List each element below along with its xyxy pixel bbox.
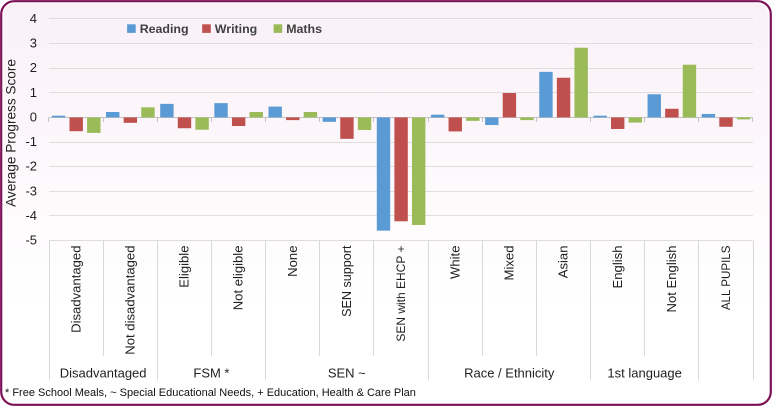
svg-text:-5: -5 [25, 233, 37, 248]
svg-text:Disadvantaged: Disadvantaged [60, 366, 147, 381]
svg-text:Eligible: Eligible [177, 246, 192, 288]
svg-text:Writing: Writing [215, 22, 257, 36]
svg-text:Not English: Not English [664, 246, 679, 313]
svg-text:None: None [285, 246, 300, 277]
svg-text:Disadvantaged: Disadvantaged [68, 246, 83, 333]
svg-text:2: 2 [30, 60, 37, 75]
svg-text:White: White [447, 246, 462, 279]
svg-text:1st language: 1st language [607, 366, 681, 381]
svg-text:Not eligible: Not eligible [231, 246, 246, 311]
svg-text:SEN ~: SEN ~ [328, 366, 366, 381]
svg-text:Asian: Asian [556, 246, 571, 279]
svg-text:-4: -4 [25, 208, 37, 223]
svg-text:Maths: Maths [286, 22, 322, 36]
svg-text:Race / Ethnicity: Race / Ethnicity [464, 366, 555, 381]
svg-text:FSM *: FSM * [193, 366, 229, 381]
svg-text:-2: -2 [25, 159, 37, 174]
svg-text:Average Progress Score: Average Progress Score [4, 59, 19, 207]
svg-text:SEN with EHCP +: SEN with EHCP + [394, 246, 408, 342]
svg-text:0: 0 [30, 109, 37, 124]
svg-text:4: 4 [30, 11, 37, 26]
svg-text:ALL PUPILS: ALL PUPILS [720, 245, 733, 310]
svg-text:Mixed: Mixed [501, 246, 516, 281]
svg-text:English: English [610, 246, 625, 289]
svg-text:Reading: Reading [140, 22, 189, 36]
svg-text:Not disadvantaged: Not disadvantaged [122, 246, 137, 355]
svg-text:-3: -3 [25, 183, 37, 198]
svg-text:* Free School Meals, ~ Special: * Free School Meals, ~ Special Education… [5, 387, 416, 399]
svg-text:-1: -1 [25, 134, 37, 149]
svg-text:1: 1 [30, 85, 37, 100]
svg-text:SEN support: SEN support [340, 245, 354, 317]
svg-text:3: 3 [30, 36, 37, 51]
